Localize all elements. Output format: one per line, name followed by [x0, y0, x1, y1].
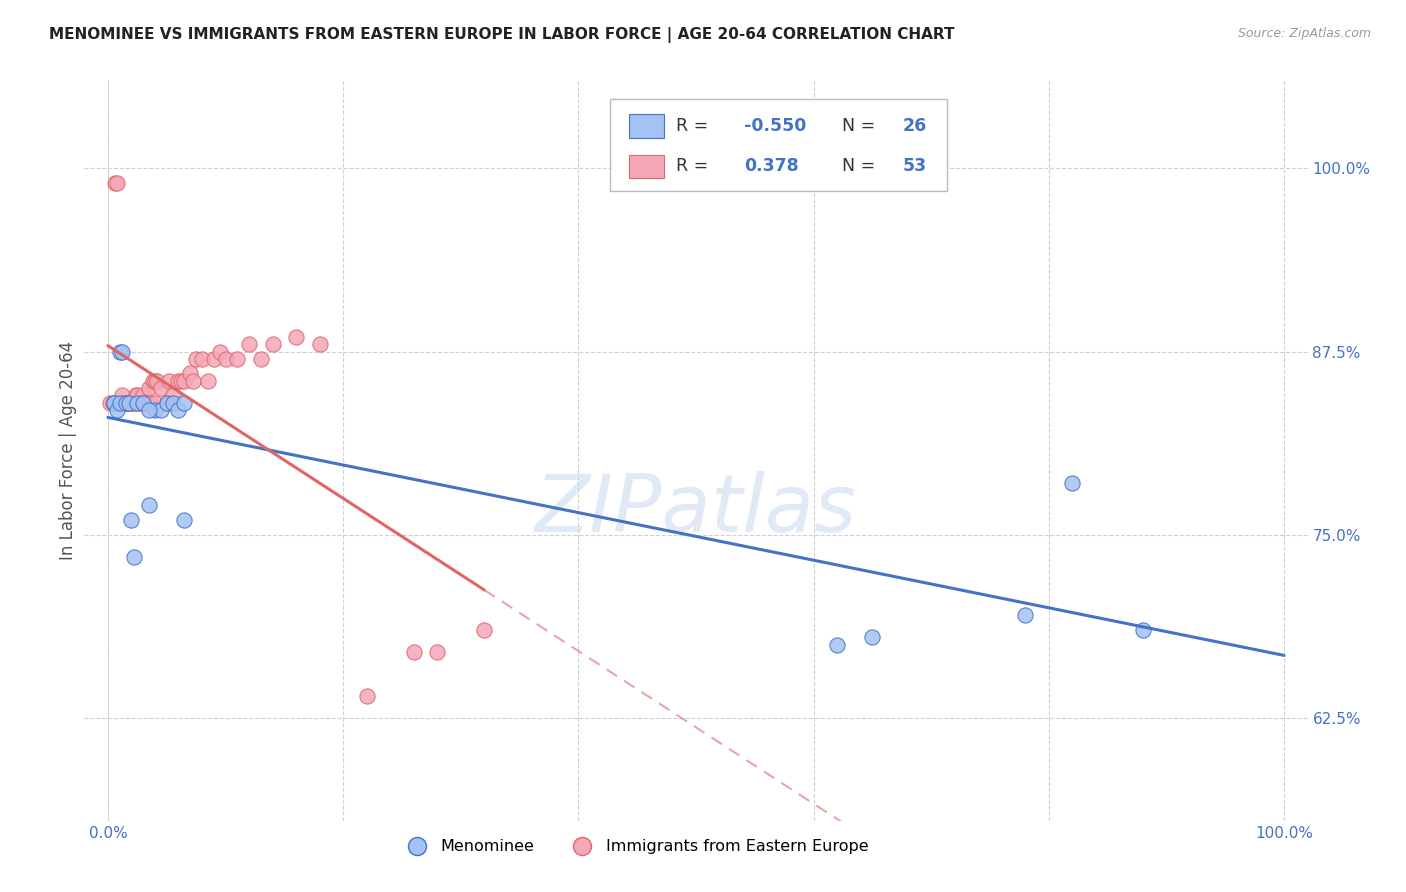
Point: [122, 396, 145, 410]
Point: [249, 351, 271, 366]
FancyBboxPatch shape: [628, 154, 664, 178]
Point: [426, 645, 449, 659]
Point: [142, 374, 165, 388]
Point: [114, 396, 136, 410]
Point: [167, 403, 190, 417]
Point: [143, 374, 166, 388]
Point: [139, 396, 162, 410]
Point: [208, 344, 231, 359]
Point: [156, 396, 179, 410]
Point: [108, 396, 131, 410]
Point: [179, 367, 201, 381]
Text: R =: R =: [676, 118, 709, 136]
Point: [118, 396, 141, 410]
Point: [143, 403, 166, 417]
Point: [103, 396, 125, 410]
Point: [120, 513, 142, 527]
Point: [118, 396, 141, 410]
Point: [101, 396, 124, 410]
Text: -0.550: -0.550: [744, 118, 806, 136]
Point: [285, 330, 308, 344]
Text: ZIPatlas: ZIPatlas: [534, 471, 858, 549]
Point: [1132, 623, 1154, 637]
Point: [135, 396, 157, 410]
Point: [108, 396, 131, 410]
Point: [1014, 608, 1036, 623]
Point: [173, 374, 195, 388]
Point: [173, 396, 195, 410]
Y-axis label: In Labor Force | Age 20-64: In Labor Force | Age 20-64: [59, 341, 77, 560]
Point: [127, 396, 149, 410]
Point: [105, 403, 128, 417]
Point: [173, 513, 195, 527]
Point: [138, 381, 160, 395]
Point: [132, 396, 155, 410]
Point: [108, 396, 131, 410]
Point: [127, 388, 149, 402]
Point: [402, 645, 425, 659]
Point: [472, 623, 495, 637]
Text: 53: 53: [903, 157, 927, 176]
Point: [149, 403, 172, 417]
Point: [191, 351, 214, 366]
Text: Source: ZipAtlas.com: Source: ZipAtlas.com: [1237, 27, 1371, 40]
Text: 26: 26: [903, 118, 927, 136]
Legend: Menominee, Immigrants from Eastern Europe: Menominee, Immigrants from Eastern Europ…: [394, 833, 876, 861]
Text: 0.378: 0.378: [744, 157, 799, 176]
Point: [162, 388, 184, 402]
Point: [156, 396, 179, 410]
Point: [105, 176, 128, 190]
Point: [132, 396, 155, 410]
Point: [138, 499, 160, 513]
Point: [197, 374, 219, 388]
Point: [127, 396, 149, 410]
Point: [138, 403, 160, 417]
Point: [202, 351, 225, 366]
Point: [112, 396, 135, 410]
Point: [181, 374, 204, 388]
Point: [122, 396, 145, 410]
Point: [122, 549, 145, 564]
Point: [184, 351, 207, 366]
Point: [120, 396, 142, 410]
Text: N =: N =: [842, 157, 875, 176]
Point: [98, 396, 121, 410]
Point: [825, 638, 848, 652]
Point: [103, 396, 125, 410]
Point: [104, 176, 127, 190]
Point: [238, 337, 260, 351]
Point: [308, 337, 330, 351]
Point: [114, 396, 136, 410]
Point: [162, 396, 184, 410]
Point: [170, 374, 193, 388]
Point: [146, 374, 169, 388]
Point: [226, 351, 249, 366]
Text: R =: R =: [676, 157, 709, 176]
Point: [1062, 476, 1084, 491]
Text: MENOMINEE VS IMMIGRANTS FROM EASTERN EUROPE IN LABOR FORCE | AGE 20-64 CORRELATI: MENOMINEE VS IMMIGRANTS FROM EASTERN EUR…: [49, 27, 955, 43]
FancyBboxPatch shape: [628, 114, 664, 138]
Point: [157, 374, 180, 388]
Point: [108, 344, 131, 359]
Point: [214, 351, 236, 366]
Point: [111, 344, 134, 359]
Point: [167, 374, 190, 388]
Point: [149, 381, 172, 395]
Text: N =: N =: [842, 118, 875, 136]
Point: [356, 689, 378, 703]
Point: [115, 396, 138, 410]
Point: [860, 631, 883, 645]
FancyBboxPatch shape: [610, 99, 946, 191]
Point: [143, 396, 166, 410]
Point: [132, 388, 155, 402]
Point: [111, 388, 134, 402]
Point: [125, 388, 148, 402]
Point: [262, 337, 284, 351]
Point: [136, 396, 159, 410]
Point: [129, 396, 152, 410]
